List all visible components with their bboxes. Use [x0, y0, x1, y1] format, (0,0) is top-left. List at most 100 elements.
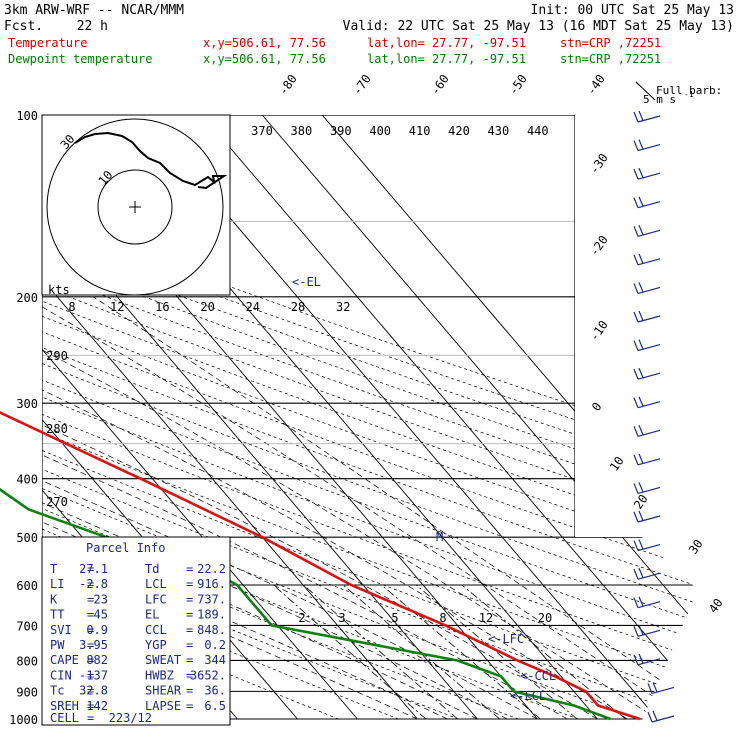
parcel-row-label2: HWBZ: [145, 668, 174, 682]
hodograph-speed-label: 16: [155, 300, 169, 314]
barb-legend: Full barb: 5 m s -1: [635, 81, 722, 106]
wind-barb-flag: [638, 625, 644, 636]
parcel-info-panel: Parcel Info T =27.1 Td = 22.2LI =-2.8 LCL = 916.…: [41, 536, 231, 726]
parcel-row-eq: =: [87, 623, 94, 637]
wind-barb-flag: [638, 653, 644, 664]
legend-station: stn=CRP ,72251: [560, 36, 661, 50]
parcel-row-eq2: =: [186, 562, 193, 576]
wind-barbs: [633, 110, 675, 723]
hodograph-ring-outer: [46, 118, 224, 296]
wind-barb-staff: [637, 486, 661, 495]
isotherm-label: 40: [706, 596, 726, 616]
theta-e-label: 280: [46, 422, 68, 436]
hodograph-unit: kts: [48, 283, 70, 297]
isotherm-label: -20: [587, 233, 611, 259]
theta-label: 380: [291, 124, 313, 138]
hodograph-speed-label: 12: [110, 300, 124, 314]
wind-barb-staff: [637, 601, 661, 609]
theta-label: 390: [330, 124, 352, 138]
wind-barb-flag: [638, 110, 644, 121]
wind-barb-flag: [633, 197, 639, 208]
legend: Temperature x,y=506.61, 77.56 lat,lon= 27.…: [8, 36, 661, 66]
pressure-label: 500: [16, 531, 38, 545]
isotherm-label: 0: [589, 400, 605, 414]
wind-barb-staff: [637, 543, 661, 552]
wind-barb-flag: [638, 196, 644, 207]
pressure-label: 800: [16, 654, 38, 668]
wind-barb-flag: [633, 368, 639, 380]
parcel-cell-label: CELL: [50, 711, 79, 725]
parcel-row-label: K: [50, 592, 58, 606]
parcel-row-label: SVI: [50, 623, 72, 637]
parcel-row-eq2: =: [186, 577, 193, 591]
mixing-ratio-label: 3: [338, 611, 345, 625]
wind-barb-flag: [633, 111, 639, 123]
parcel-row-eq: =: [87, 653, 94, 667]
parcel-row-value2: 737.: [197, 592, 226, 606]
wind-barb-flag: [633, 426, 639, 437]
mixing-ratio-line: [342, 584, 500, 720]
wind-barb-staff: [637, 258, 661, 266]
hodograph-speed-label: 32: [336, 300, 350, 314]
mixing-ratio-label: 20: [538, 611, 552, 625]
wind-barb-flag: [638, 367, 644, 378]
hodograph-speed-label: 20: [200, 300, 214, 314]
wind-barb-flag: [633, 397, 639, 408]
temperature-profile: [0, 411, 641, 721]
mixing-ratio-line: [303, 584, 458, 720]
wind-barb-flag: [638, 567, 644, 578]
parcel-row-eq: =: [87, 668, 94, 682]
wind-barb-flag: [633, 540, 639, 551]
hodograph-speed-label: 8: [68, 300, 75, 314]
wind-barb-staff: [637, 172, 661, 180]
level-markers: <-EL <-LFC <-CCL <-LCL M: [292, 275, 556, 703]
barb-legend-line1: Full barb:: [656, 84, 722, 97]
wind-barb-flag: [638, 282, 644, 293]
wind-barb-staff: [651, 715, 675, 723]
isotherm-label: -30: [587, 151, 611, 177]
parcel-row-eq2: =: [186, 592, 193, 606]
parcel-row-value2: 344: [204, 653, 226, 667]
theta-label: 410: [409, 124, 431, 138]
parcel-row-value: 0.9: [86, 623, 108, 637]
parcel-row-value: 45: [94, 608, 108, 622]
mixing-ratio-label: 8: [439, 611, 446, 625]
wind-barb-staff: [637, 658, 661, 666]
parcel-row-value2: 6.5: [204, 699, 226, 713]
pressure-axis: 100 200 300 400 500 600 700 800 900 1000: [9, 109, 38, 727]
isotherm-label: -50: [506, 72, 530, 98]
wind-barb-staff: [637, 458, 661, 466]
isotherm-label: -80: [276, 72, 300, 98]
parcel-row-label: LI: [50, 577, 64, 591]
parcel-row-eq2: =: [186, 699, 193, 713]
parcel-row-eq2: =: [186, 623, 193, 637]
wind-barb-flag: [638, 253, 644, 264]
pressure-label: 1000: [9, 713, 38, 727]
parcel-row-eq: =: [87, 562, 94, 576]
theta-label: 440: [527, 124, 549, 138]
wind-barb-flag: [633, 483, 639, 494]
parcel-row-label2: LAPSE: [145, 699, 181, 713]
wind-barb-flag: [633, 168, 639, 180]
model-title: 3km ARW-WRF -- NCAR/MMM: [4, 3, 184, 18]
wind-barb-staff: [637, 115, 661, 123]
isotherm-line: [42, 115, 418, 720]
parcel-row-value2: 0.2: [204, 638, 226, 652]
parcel-row-label2: EL: [145, 608, 159, 622]
wind-barb-staff: [637, 572, 661, 580]
parcel-row-eq2: =: [186, 668, 193, 682]
wind-barb-staff: [637, 315, 661, 323]
wind-barb-staff: [637, 515, 661, 523]
wind-barb-staff: [637, 372, 661, 380]
theta-label: 400: [369, 124, 391, 138]
wind-barb-flag: [638, 310, 644, 321]
parcel-row-value2: 189.: [197, 608, 226, 622]
theta-e-label: 290: [46, 349, 68, 363]
parcel-row-value: 23: [94, 592, 108, 606]
wind-barb-staff: [637, 229, 661, 237]
parcel-row-value: -137: [79, 668, 108, 682]
wind-barb-flag: [638, 425, 644, 436]
wind-barb-flag: [633, 311, 639, 323]
wind-barb-staff: [637, 429, 661, 437]
legend-latlon: lat,lon= 27.77, -97.51: [367, 36, 526, 50]
